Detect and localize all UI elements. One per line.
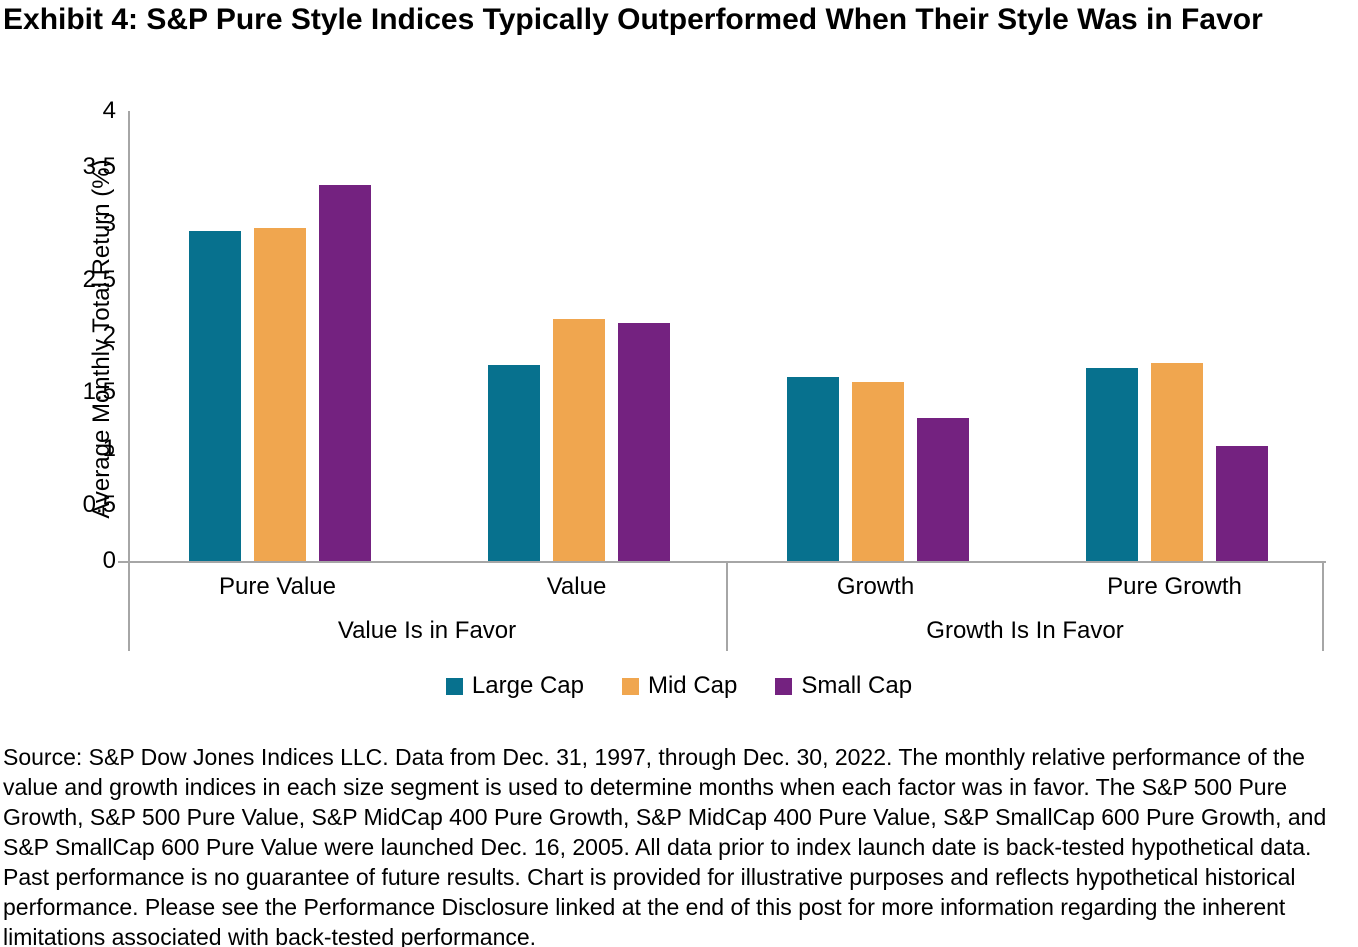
bar-small-cap-pure-value <box>318 185 371 561</box>
x-category-growth: Growth <box>836 573 915 600</box>
plot-area <box>128 111 1326 563</box>
x-axis-separator-0 <box>128 563 130 651</box>
x-group-growth-is-in-favor: Growth Is In Favor <box>926 617 1124 644</box>
y-tick-2: 2 <box>102 322 116 349</box>
bar-mid-cap-pure-value <box>253 228 306 561</box>
legend-label-large-cap: Large Cap <box>471 672 584 699</box>
y-tick-1-5: 1.5 <box>82 378 116 406</box>
legend-swatch-mid-cap <box>621 677 639 695</box>
x-category-pure-growth: Pure Growth <box>1107 573 1242 600</box>
bar-mid-cap-value <box>552 319 605 561</box>
bar-large-cap-pure-growth <box>1085 367 1138 561</box>
legend: Large Cap Mid Cap Small Cap <box>0 672 1358 700</box>
y-tick-4: 4 <box>102 97 116 124</box>
y-axis-zero-tick-mark <box>118 561 128 563</box>
bar-chart: Average Monthly Total Return (%) 4 3.5 3 2.… <box>0 97 1358 700</box>
legend-label-mid-cap: Mid Cap <box>647 672 738 699</box>
y-tick-3-5: 3.5 <box>82 153 116 181</box>
source-note: Source: S&P Dow Jones Indices LLC. Data … <box>3 744 1327 947</box>
bar-small-cap-growth <box>916 418 969 561</box>
bar-large-cap-growth <box>786 376 839 561</box>
x-category-value: Value <box>546 573 607 600</box>
x-group-value-is-in-favor: Value Is in Favor <box>337 617 517 644</box>
x-axis-separator-1 <box>726 563 728 651</box>
y-tick-2-5: 2.5 <box>82 265 116 293</box>
legend-swatch-small-cap <box>775 677 793 695</box>
bar-large-cap-pure-value <box>188 231 241 561</box>
legend-item-small-cap: Small Cap <box>775 672 912 700</box>
y-tick-0-5: 0.5 <box>82 490 116 518</box>
page-title: Exhibit 4: S&P Pure Style Indices Typica… <box>3 3 1263 36</box>
y-tick-0: 0 <box>102 547 116 574</box>
x-axis-separator-2 <box>1322 563 1324 651</box>
legend-item-large-cap: Large Cap <box>445 672 584 700</box>
bar-small-cap-pure-growth <box>1215 446 1268 561</box>
bar-mid-cap-pure-growth <box>1150 363 1203 561</box>
x-category-pure-value: Pure Value <box>219 573 336 600</box>
legend-swatch-large-cap <box>445 677 463 695</box>
bar-large-cap-value <box>487 365 540 561</box>
y-tick-1: 1 <box>102 434 116 462</box>
bar-small-cap-value <box>617 322 670 561</box>
bar-mid-cap-growth <box>851 382 904 561</box>
y-tick-3: 3 <box>102 209 116 237</box>
legend-item-mid-cap: Mid Cap <box>621 672 738 700</box>
legend-label-small-cap: Small Cap <box>801 672 913 699</box>
